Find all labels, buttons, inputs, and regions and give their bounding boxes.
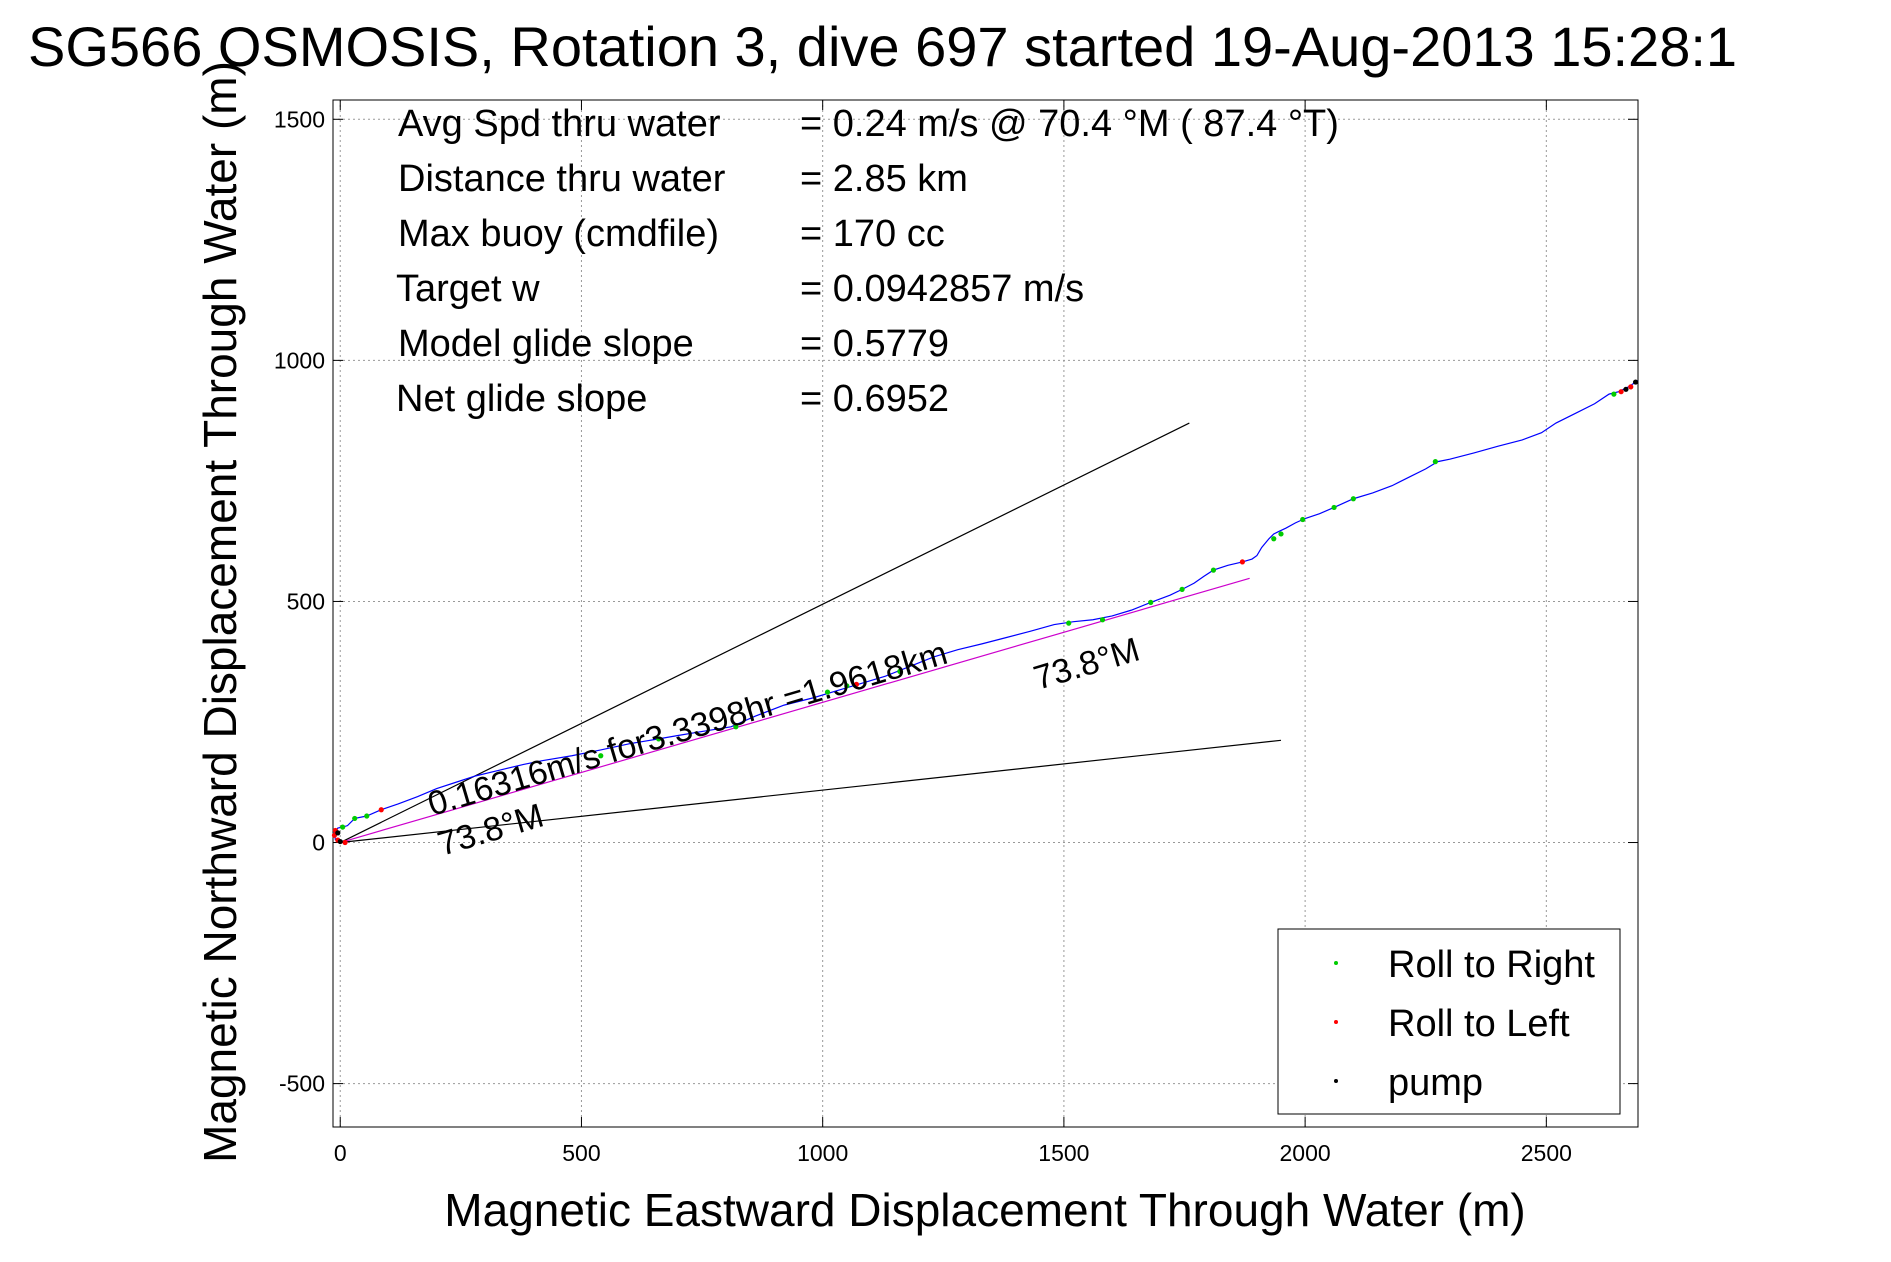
current-annotation: 0.16316m/s for3.3398hr =1.9618km [423, 634, 951, 824]
reference-lines [339, 422, 1282, 844]
pump-marker [1632, 379, 1639, 385]
stat-value-distance: = 2.85 km [800, 158, 968, 200]
x-tick-label: 1000 [797, 1140, 848, 1166]
legend-marker-roll-left [1334, 1020, 1338, 1024]
roll-right-marker [1179, 586, 1185, 592]
heading-annotation-mid: 73.8°M [1029, 631, 1143, 698]
pump-marker [337, 838, 343, 845]
roll-right-marker [824, 689, 831, 695]
stat-value-model-glide: = 0.5779 [800, 323, 949, 365]
stat-label-avg-speed: Avg Spd thru water [398, 103, 721, 145]
reference-line [340, 577, 1250, 844]
roll-right-marker [1099, 617, 1106, 623]
roll-right-marker [598, 753, 604, 759]
y-tick-label: 500 [287, 588, 325, 614]
roll-left-marker [342, 839, 348, 846]
roll-right-marker [1210, 567, 1217, 573]
stat-value-max-buoy: = 170 cc [800, 213, 945, 255]
roll-right-marker [1271, 536, 1277, 542]
stat-label-max-buoy: Max buoy (cmdfile) [398, 213, 719, 255]
y-tick-label: -500 [279, 1071, 325, 1097]
stats-block: Avg Spd thru water = 0.24 m/s @ 70.4 °M … [396, 103, 1339, 420]
legend: Roll to Right Roll to Left pump [1277, 928, 1621, 1115]
stat-label-net-glide: Net glide slope [396, 378, 647, 420]
roll-right-marker [340, 824, 346, 830]
roll-right-marker [1066, 620, 1072, 626]
y-tick-label: 1000 [274, 347, 325, 373]
x-tick-label: 1500 [1038, 1140, 1089, 1166]
y-axis-label: Magnetic Northward Displacement Through … [194, 61, 246, 1163]
roll-right-marker [1432, 459, 1438, 465]
reference-line [339, 422, 1190, 844]
marker-layer [331, 379, 1639, 846]
roll-left-marker [1618, 389, 1624, 395]
x-tick-label: 0 [334, 1140, 347, 1166]
roll-right-marker [1300, 516, 1306, 523]
roll-right-marker [733, 724, 739, 730]
legend-marker-roll-right [1334, 961, 1338, 965]
roll-left-marker [1239, 559, 1245, 565]
stat-label-target-w: Target w [396, 268, 540, 310]
chart-title: SG566 OSMOSIS, Rotation 3, dive 697 star… [28, 15, 1737, 78]
roll-left-marker [853, 681, 860, 687]
pump-marker [1623, 386, 1629, 392]
track-line [333, 380, 1639, 841]
roll-right-marker [364, 813, 370, 819]
x-tick-label: 500 [562, 1140, 600, 1166]
track-layer [333, 380, 1639, 841]
roll-right-marker [1350, 496, 1356, 502]
roll-right-marker [1331, 504, 1337, 511]
y-tick-label: 1500 [274, 106, 325, 132]
roll-right-marker [1148, 599, 1154, 606]
plot-frame [332, 99, 1639, 1128]
roll-right-marker [656, 736, 662, 742]
roll-right-marker [1611, 391, 1617, 397]
stat-value-net-glide: = 0.6952 [800, 378, 949, 420]
roll-right-marker [844, 683, 850, 689]
stat-value-target-w: = 0.0942857 m/s [800, 268, 1084, 310]
legend-label-roll-left: Roll to Left [1388, 1003, 1570, 1045]
legend-marker-pump [1334, 1079, 1338, 1083]
tick-labels: 0 500 1000 1500 2000 2500 -500 0 500 1000 1500 [274, 106, 1572, 1166]
pump-marker [335, 830, 341, 836]
legend-label-roll-right: Roll to Right [1388, 944, 1595, 986]
stat-value-avg-speed: = 0.24 m/s @ 70.4 °M ( 87.4 °T) [800, 103, 1339, 145]
roll-left-marker [378, 807, 384, 813]
stat-label-model-glide: Model glide slope [398, 323, 694, 365]
roll-right-marker [352, 815, 358, 822]
stat-label-distance: Distance thru water [398, 158, 726, 200]
y-tick-label: 0 [312, 830, 325, 856]
axis-ticks [333, 100, 1638, 1127]
x-axis-label: Magnetic Eastward Displacement Through W… [444, 1184, 1525, 1236]
x-tick-label: 2000 [1280, 1140, 1331, 1166]
roll-right-marker [897, 668, 903, 674]
roll-left-marker [1628, 384, 1634, 390]
reference-line [340, 739, 1282, 844]
x-tick-label: 2500 [1521, 1140, 1572, 1166]
legend-label-pump: pump [1388, 1062, 1483, 1104]
roll-right-marker [1278, 531, 1284, 537]
